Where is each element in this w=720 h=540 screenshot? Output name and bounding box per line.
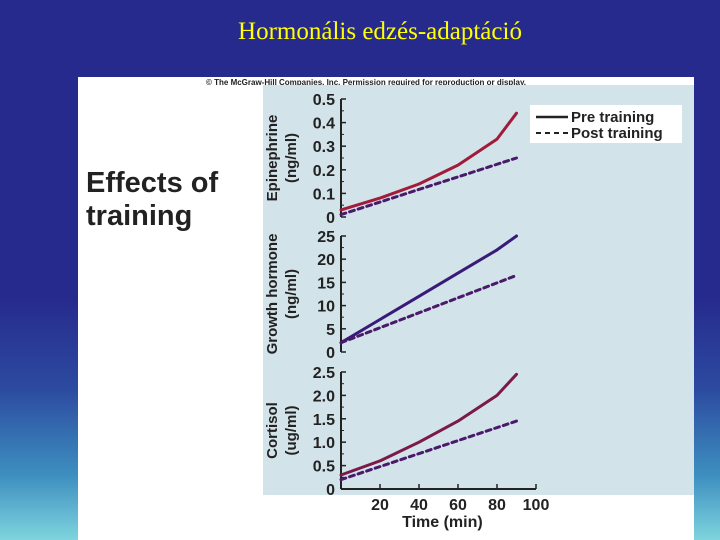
post-training-line bbox=[339, 156, 518, 217]
pre-training-line bbox=[339, 372, 518, 477]
y-axis-unit: (ng/ml) bbox=[283, 269, 300, 319]
y-tick-label: 2.5 bbox=[313, 365, 335, 382]
y-tick-label: 0 bbox=[326, 210, 335, 227]
legend-box bbox=[530, 105, 682, 143]
y-tick-label: 10 bbox=[317, 299, 335, 316]
y-tick-label: 0.2 bbox=[313, 163, 335, 180]
y-axis-label: Cortisol bbox=[264, 402, 281, 459]
y-tick-label: 0.4 bbox=[313, 116, 335, 133]
x-axis-label: Time (min) bbox=[402, 514, 483, 531]
post-training-line bbox=[339, 419, 518, 482]
copyright-credit: © The McGraw-Hill Companies, Inc. Permis… bbox=[206, 78, 527, 87]
y-tick-label: 0.5 bbox=[313, 459, 335, 476]
y-tick-label: 2.0 bbox=[313, 388, 335, 405]
x-tick-label: 60 bbox=[449, 497, 467, 514]
y-tick-label: 0 bbox=[326, 482, 335, 499]
y-tick-label: 0.1 bbox=[313, 186, 335, 203]
y-tick-label: 1.5 bbox=[313, 412, 335, 429]
y-tick-label: 0 bbox=[326, 345, 335, 362]
y-axis-unit: (ng/ml) bbox=[283, 133, 300, 183]
figure-label: Effects of training bbox=[86, 167, 219, 232]
post-training-line bbox=[339, 273, 518, 345]
y-axis-unit: (ug/ml) bbox=[283, 406, 300, 456]
legend-post-label: Post training bbox=[571, 125, 663, 142]
y-tick-label: 1.0 bbox=[313, 435, 335, 452]
y-tick-label: 0.3 bbox=[313, 139, 335, 156]
y-tick-label: 20 bbox=[317, 252, 335, 269]
y-axis-label: Growth hormone bbox=[264, 234, 281, 355]
y-tick-label: 15 bbox=[317, 275, 335, 292]
y-tick-label: 5 bbox=[326, 322, 335, 339]
y-tick-label: 0.5 bbox=[313, 92, 335, 109]
legend-pre-label: Pre training bbox=[571, 109, 654, 126]
figure-panel: © The McGraw-Hill Companies, Inc. Permis… bbox=[78, 77, 694, 540]
x-tick-label: 40 bbox=[410, 497, 428, 514]
x-tick-label: 20 bbox=[371, 497, 389, 514]
slide-title: Hormonális edzés-adaptáció bbox=[238, 18, 522, 45]
y-axis-label: Epinephrine bbox=[264, 115, 281, 202]
y-tick-label: 25 bbox=[317, 229, 335, 246]
x-tick-label: 80 bbox=[488, 497, 506, 514]
pre-training-line bbox=[339, 234, 518, 345]
pre-training-line bbox=[339, 111, 518, 212]
x-tick-label: 100 bbox=[523, 497, 550, 514]
